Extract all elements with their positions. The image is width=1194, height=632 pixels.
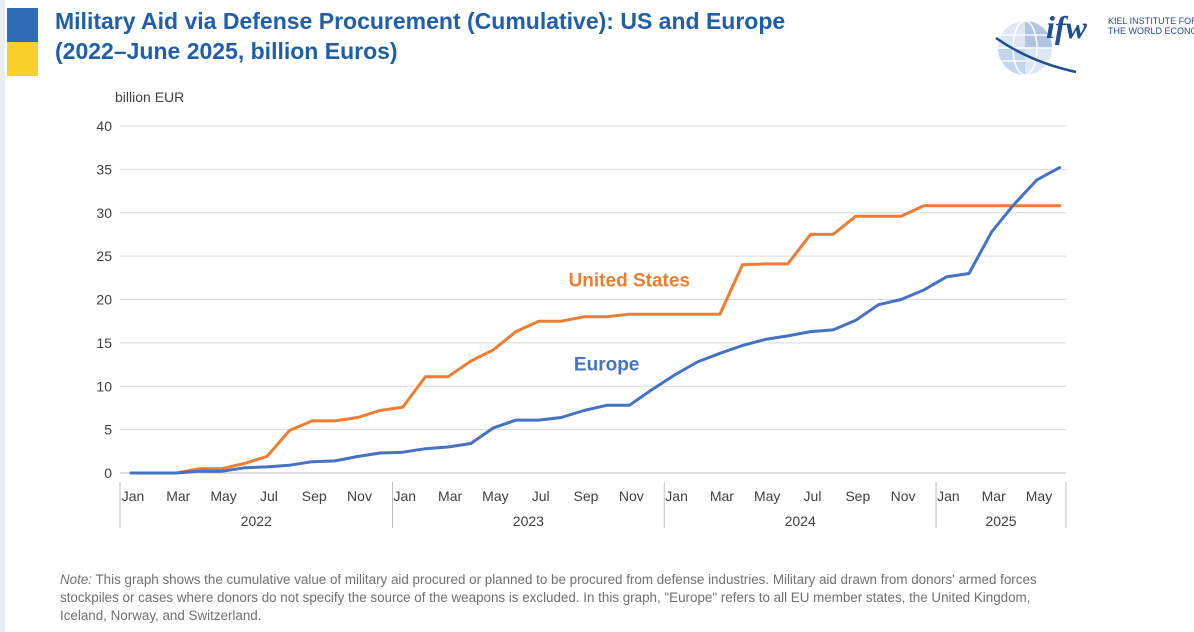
logo-text-line1: KIEL INSTITUTE FOR: [1108, 16, 1194, 26]
x-tick-label: Mar: [166, 488, 190, 504]
chart-title-line1: Military Aid via Defense Procurement (Cu…: [55, 8, 786, 34]
x-tick-label: May: [754, 488, 780, 504]
x-tick-label: Nov: [347, 488, 372, 504]
y-tick-label: 25: [96, 248, 112, 264]
y-tick-label: 10: [96, 378, 112, 394]
y-tick-label: 30: [96, 205, 112, 221]
x-tick-label: Jul: [260, 488, 278, 504]
chart-title: Military Aid via Defense Procurement (Cu…: [55, 6, 935, 66]
series-label-united-states: United States: [569, 270, 690, 291]
ukraine-flag-icon: [7, 8, 38, 76]
year-label: 2022: [241, 513, 272, 529]
x-tick-label: May: [210, 488, 236, 504]
x-tick-label: Jan: [394, 488, 417, 504]
x-tick-label: Mar: [982, 488, 1006, 504]
x-tick-label: Sep: [574, 488, 599, 504]
series-label-europe: Europe: [574, 355, 639, 376]
y-tick-label: 40: [96, 118, 112, 134]
y-tick-label: 35: [96, 161, 112, 177]
x-tick-label: Mar: [710, 488, 734, 504]
y-tick-label: 5: [104, 422, 112, 438]
ifw-logo: ifw KIEL INSTITUTE FOR THE WORLD ECONOMY: [990, 4, 1194, 84]
globe-icon: ifw: [995, 9, 1088, 76]
x-tick-label: Jul: [532, 488, 550, 504]
series-line-united-states: [129, 204, 1062, 475]
flag-bottom-band: [7, 42, 38, 76]
left-edge-strip: [0, 0, 5, 632]
x-tick-label: May: [482, 488, 508, 504]
x-tick-label: Sep: [302, 488, 327, 504]
year-label: 2025: [985, 513, 1016, 529]
y-tick-label: 0: [104, 465, 112, 481]
year-label: 2023: [513, 513, 544, 529]
chart-note: Note: This graph shows the cumulative va…: [60, 571, 1080, 625]
series-line-europe: [129, 166, 1062, 475]
x-tick-label: Jan: [937, 488, 960, 504]
y-tick-label: 20: [96, 292, 112, 308]
x-tick-label: Jan: [665, 488, 688, 504]
flag-top-band: [7, 8, 38, 42]
x-tick-label: Nov: [891, 488, 916, 504]
logo-wordmark: ifw: [1046, 9, 1088, 45]
note-text: This graph shows the cumulative value of…: [60, 572, 1037, 623]
y-tick-label: 15: [96, 335, 112, 351]
x-tick-label: Nov: [619, 488, 644, 504]
x-tick-label: Jan: [122, 488, 145, 504]
x-tick-label: Mar: [438, 488, 462, 504]
note-label: Note:: [60, 572, 93, 587]
x-tick-label: May: [1026, 488, 1052, 504]
year-label: 2024: [785, 513, 816, 529]
x-tick-label: Sep: [845, 488, 870, 504]
y-axis-label: billion EUR: [115, 89, 184, 105]
x-tick-label: Jul: [804, 488, 822, 504]
logo-text-line2: THE WORLD ECONOMY: [1108, 26, 1194, 36]
logo-text: KIEL INSTITUTE FOR THE WORLD ECONOMY: [1108, 16, 1194, 36]
chart-title-line2: (2022–June 2025, billion Euros): [55, 38, 398, 64]
